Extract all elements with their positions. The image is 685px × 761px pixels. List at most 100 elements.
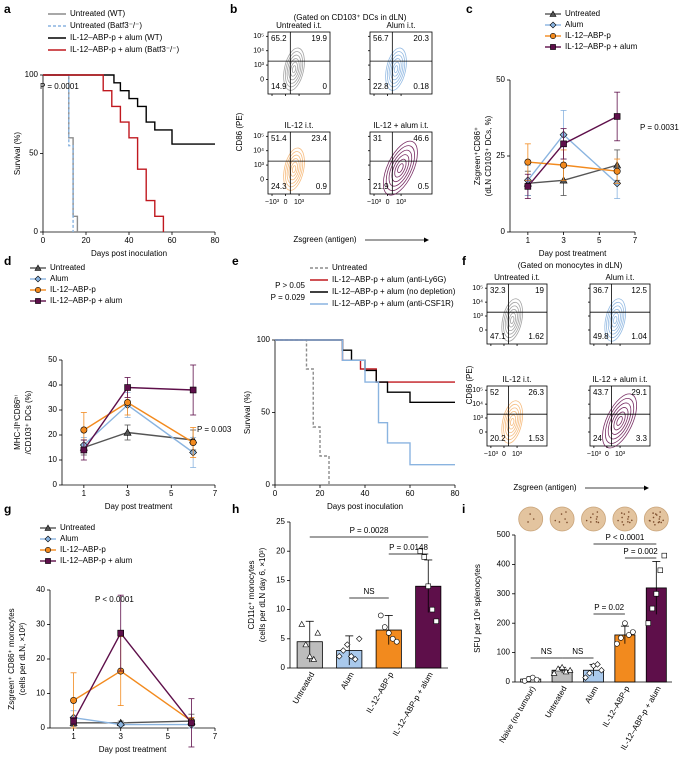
x-tick-label: 10³ bbox=[294, 199, 305, 206]
x-tick-label: 0 bbox=[41, 236, 46, 245]
panel-label: f bbox=[462, 254, 467, 268]
y-tick-label: 10⁵ bbox=[472, 387, 483, 394]
x-axis-label: Zsgreen (antigen) bbox=[513, 483, 576, 492]
data-point bbox=[336, 653, 343, 660]
marker bbox=[117, 629, 124, 637]
data-point bbox=[314, 629, 322, 636]
contour bbox=[616, 416, 623, 426]
survival-curve bbox=[43, 74, 215, 145]
x-tick-label: 5 bbox=[597, 236, 602, 245]
subplot-title: Untreated i.t. bbox=[494, 273, 540, 282]
flow-title: (Gated on CD103⁺ DCs in dLN) bbox=[294, 13, 407, 22]
contour bbox=[290, 61, 298, 77]
data-point bbox=[421, 554, 427, 560]
contour bbox=[283, 47, 305, 91]
spot bbox=[592, 513, 594, 515]
subplot-title: Untreated i.t. bbox=[276, 21, 322, 30]
y-tick-label: 50 bbox=[48, 355, 57, 364]
x-tick-label: −10³ bbox=[265, 199, 280, 206]
spot bbox=[654, 513, 657, 515]
x-tick-label: 5 bbox=[166, 732, 171, 741]
x-tick-label: −10³ bbox=[587, 451, 602, 458]
y-tick-label: 0 bbox=[479, 327, 483, 334]
x-tick-label: 7 bbox=[213, 732, 218, 741]
y-tick-label: 50 bbox=[496, 75, 505, 84]
spot bbox=[659, 516, 661, 518]
y-tick-label: 10⁵ bbox=[253, 33, 264, 40]
legend-label: IL-12–ABP-p + alum (anti-Ly6G) bbox=[332, 275, 447, 284]
series-line bbox=[527, 164, 618, 185]
y-tick-label: 10⁴ bbox=[253, 148, 264, 155]
arrow-head bbox=[644, 485, 649, 491]
y-tick-label: 25 bbox=[276, 517, 285, 526]
spot bbox=[622, 523, 625, 526]
annotation: P = 0.029 bbox=[271, 293, 306, 302]
data-point bbox=[622, 620, 628, 627]
quadrant-value: 0.18 bbox=[413, 82, 429, 91]
y-tick-label: 0 bbox=[266, 480, 271, 489]
x-tick-label: 1 bbox=[82, 489, 87, 498]
x-tick-label: 3 bbox=[118, 732, 123, 741]
x-tick-label: 60 bbox=[406, 489, 415, 498]
annotation: P = 0.003 bbox=[197, 425, 232, 434]
legend-marker bbox=[550, 44, 556, 50]
contour bbox=[388, 54, 404, 84]
spot bbox=[532, 518, 535, 520]
data-point bbox=[630, 629, 636, 635]
annotation: NS bbox=[363, 587, 374, 596]
legend-label: IL-12–ABP-p + alum (anti-CSF1R) bbox=[332, 299, 454, 308]
quadrant-value: 0 bbox=[323, 82, 328, 91]
quadrant-value: 24.3 bbox=[271, 182, 287, 191]
survival-curve bbox=[275, 339, 330, 485]
legend-marker bbox=[34, 275, 42, 283]
x-tick-label: −10³ bbox=[367, 199, 382, 206]
quadrant-value: 1.04 bbox=[631, 332, 647, 341]
spot bbox=[554, 519, 557, 522]
data-point bbox=[657, 567, 663, 573]
contour bbox=[604, 298, 627, 342]
y-tick-label: 10⁴ bbox=[472, 299, 483, 306]
contour bbox=[283, 147, 305, 191]
y-axis-label: (cells per dLN day 6, ×10³) bbox=[258, 547, 267, 642]
y-tick-label: 10 bbox=[276, 605, 285, 614]
contour bbox=[385, 145, 415, 192]
x-tick-label: 40 bbox=[361, 489, 370, 498]
x-tick-label: IL-12–ABP-p bbox=[601, 684, 632, 729]
legend-label: Untreated (WT) bbox=[70, 9, 125, 18]
contour bbox=[602, 393, 637, 449]
quadrant-value: 21.9 bbox=[373, 182, 389, 191]
legend-label: Alum bbox=[60, 534, 79, 543]
data-point bbox=[352, 656, 359, 663]
quadrant-value: 0.5 bbox=[418, 182, 430, 191]
data-point bbox=[626, 632, 632, 638]
x-tick-label: 80 bbox=[451, 489, 460, 498]
data-point bbox=[586, 669, 593, 677]
contour bbox=[610, 407, 629, 435]
x-tick-label: 3 bbox=[561, 236, 566, 245]
x-tick-label: 20 bbox=[316, 489, 325, 498]
data-point bbox=[558, 663, 566, 670]
panel-label: d bbox=[4, 254, 11, 268]
x-tick-label: 80 bbox=[211, 236, 220, 245]
spot bbox=[659, 511, 661, 513]
data-point bbox=[433, 618, 439, 624]
annotation: NS bbox=[541, 647, 552, 656]
annotation: P < 0.0001 bbox=[95, 595, 134, 604]
contour bbox=[291, 165, 297, 174]
subplot-title: IL-12 + alum i.t. bbox=[592, 375, 647, 384]
quadrant-value: 31 bbox=[373, 134, 382, 143]
spot bbox=[595, 521, 598, 523]
data-point bbox=[582, 674, 589, 681]
marker bbox=[80, 426, 88, 434]
contour bbox=[607, 402, 632, 440]
arrow-head bbox=[424, 237, 429, 243]
x-tick-label: 1 bbox=[71, 732, 76, 741]
contour bbox=[609, 308, 621, 332]
y-axis-label: (cells per dLN, ×10³) bbox=[18, 622, 27, 695]
series-line bbox=[527, 115, 618, 187]
data-point bbox=[344, 641, 351, 648]
x-tick-label: 3 bbox=[125, 489, 130, 498]
spot bbox=[652, 516, 655, 519]
panel-label: c bbox=[466, 2, 473, 16]
quadrant-value: 14.9 bbox=[271, 82, 287, 91]
